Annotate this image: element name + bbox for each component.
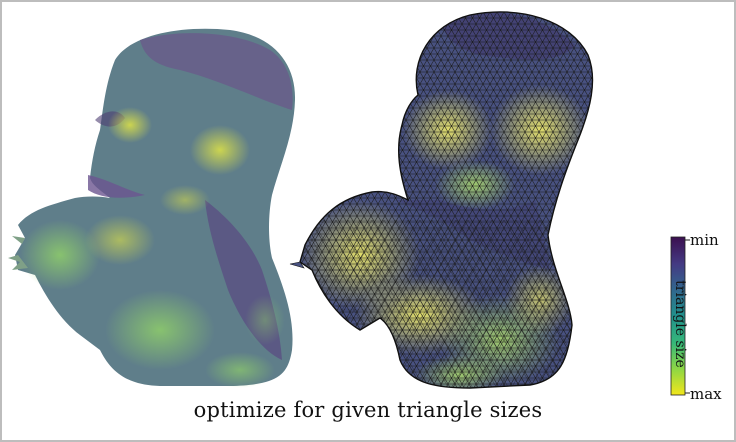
colorbar-max-label: max [690,385,722,403]
colorbar-min-label: min [690,231,719,249]
wireframe-triangulated-head [289,11,594,389]
colorbar [670,236,690,396]
figure-caption: optimize for given triangle sizes [193,398,543,422]
smooth-shaded-head [8,28,296,388]
colorbar-gradient [670,236,686,396]
colorbar-title: triangle size [672,280,688,368]
